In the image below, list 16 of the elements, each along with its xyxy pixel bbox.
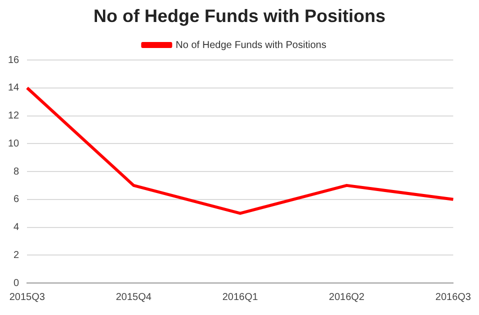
chart-title: No of Hedge Funds with Positions xyxy=(92,6,386,27)
y-tick-label: 0 xyxy=(14,278,20,289)
x-tick-label: 2016Q3 xyxy=(435,292,472,303)
legend-label: No of Hedge Funds with Positions xyxy=(176,40,326,51)
y-tick-label: 2 xyxy=(14,250,20,261)
x-tick-label: 2015Q4 xyxy=(116,292,152,303)
y-tick-label: 10 xyxy=(8,138,20,150)
y-tick-label: 16 xyxy=(8,54,20,66)
x-tick-label: 2016Q2 xyxy=(328,292,365,303)
y-tick-label: 8 xyxy=(14,166,20,178)
y-tick-label: 12 xyxy=(8,110,20,122)
y-tick-label: 6 xyxy=(14,194,20,206)
x-tick-label: 2016Q1 xyxy=(222,292,258,303)
y-tick-label: 4 xyxy=(14,222,20,233)
y-tick-label: 14 xyxy=(8,82,20,94)
x-tick-label: 2015Q3 xyxy=(9,292,46,303)
